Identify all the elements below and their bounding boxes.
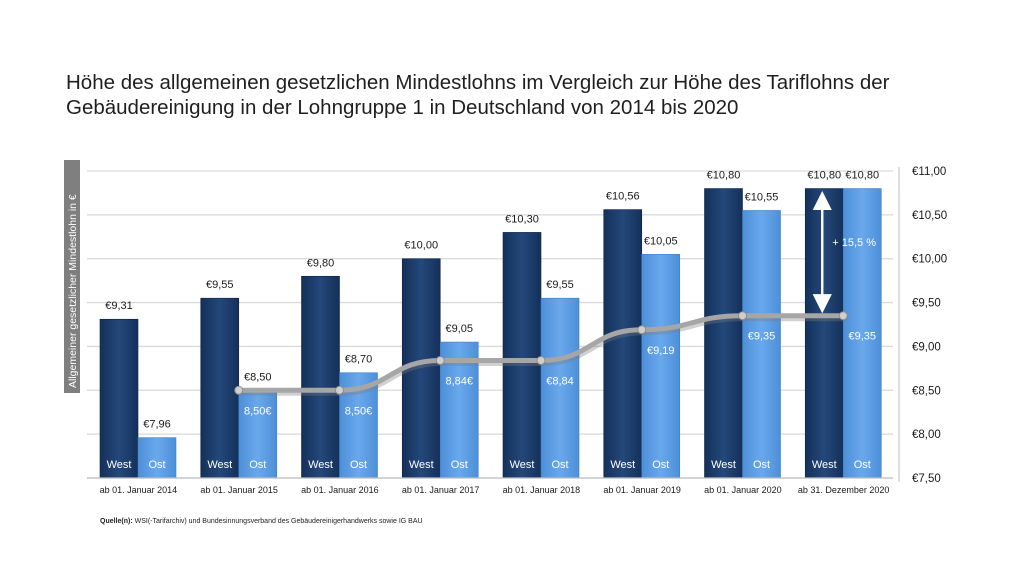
- minimum-wage-label: €9,19: [647, 345, 675, 357]
- increase-annotation: + 15,5 %: [832, 237, 876, 249]
- chart-title-line-2: Gebäudereinigung in der Lohngruppe 1 in …: [66, 96, 739, 119]
- bar-series-label-ost: Ost: [451, 459, 468, 471]
- bar-series-label-ost: Ost: [350, 459, 367, 471]
- bar-series-label-ost: Ost: [551, 459, 568, 471]
- x-tick-label: ab 01. Januar 2015: [200, 485, 278, 495]
- y-tick-label: €10,00: [912, 254, 947, 266]
- bar-series-label-west: West: [610, 459, 635, 471]
- bar-series-label-west: West: [711, 459, 736, 471]
- y-tick-label: €9,00: [912, 341, 941, 353]
- value-label-west: €10,30: [505, 213, 539, 225]
- value-label-west: €10,56: [606, 191, 640, 203]
- bar-series-label-west: West: [107, 459, 132, 471]
- minimum-wage-point: [536, 355, 546, 365]
- bar-ost: [439, 341, 479, 479]
- minimum-wage-point: [738, 311, 747, 321]
- bar-series-label-west: West: [812, 459, 837, 471]
- y-axis-label-background: [64, 160, 80, 393]
- bar-ost: [238, 389, 278, 479]
- value-label-ost: €10,80: [845, 170, 879, 182]
- bar-series-label-ost: Ost: [652, 459, 669, 471]
- minimum-wage-label: 8,50€: [345, 405, 373, 417]
- y-tick-label: €7,50: [912, 473, 941, 485]
- value-label-ost: €9,05: [445, 323, 473, 335]
- y-axis-label: Allgemeiner gesetzlicher Mindestlohn in …: [67, 194, 79, 388]
- bar-ost: [842, 188, 882, 479]
- bar-west: [502, 232, 542, 479]
- bar-west: [704, 188, 743, 479]
- minimum-wage-point: [838, 311, 848, 321]
- x-tick-label: ab 01. Januar 2014: [100, 485, 178, 495]
- bar-series-label-ost: Ost: [249, 459, 266, 471]
- bar-west: [603, 209, 643, 479]
- value-label-ost: €8,50: [244, 371, 272, 383]
- x-tick-label: ab 01. Januar 2020: [704, 485, 782, 495]
- y-tick-label: €8,50: [912, 385, 941, 397]
- value-label-west: €10,00: [404, 240, 438, 252]
- x-tick-label: ab 01. Januar 2017: [402, 485, 480, 495]
- bar-ost: [641, 254, 681, 479]
- y-tick-label: €11,00: [912, 166, 946, 178]
- minimum-wage-line: [234, 311, 848, 396]
- y-tick-label: €9,50: [912, 298, 941, 310]
- source-label: Quelle(n):: [100, 518, 133, 525]
- bar-west: [200, 297, 240, 479]
- x-tick-label: ab 01. Januar 2019: [603, 485, 681, 495]
- minimum-wage-point: [637, 325, 647, 335]
- y-axis-label-box: Allgemeiner gesetzlicher Mindestlohn in …: [64, 160, 80, 393]
- data-labels: €9,31 €7,96 West Ost €9,55 €8,50 West Ost €9,80 €…: [105, 170, 879, 471]
- minimum-wage-label: 8,50€: [244, 405, 272, 417]
- minimum-wage-label: €9,35: [848, 331, 876, 343]
- bar-series-label-ost: Ost: [854, 459, 871, 471]
- minimum-wage-point: [435, 355, 445, 365]
- source-note: Quelle(n): WSI(-Tarifarchiv) und Bundesi…: [100, 518, 423, 525]
- x-tick-label: ab 31. Dezember 2020: [798, 485, 890, 495]
- bar-west: [99, 318, 139, 479]
- bar-series-label-ost: Ost: [753, 459, 770, 471]
- value-label-ost: €7,96: [143, 419, 171, 431]
- value-label-ost: €9,55: [546, 279, 574, 291]
- value-label-west: €10,80: [807, 170, 841, 182]
- minimum-wage-label: €9,35: [748, 331, 776, 343]
- x-tick-label: ab 01. Januar 2016: [301, 485, 379, 495]
- x-tick-label: ab 01. Januar 2018: [503, 485, 581, 495]
- chart-title: Höhe des allgemeinen gesetzlichen Mindes…: [66, 70, 966, 120]
- value-label-west: €9,80: [307, 257, 335, 269]
- bar-series-label-ost: Ost: [148, 459, 165, 471]
- y-tick-label: €10,50: [912, 210, 947, 222]
- bar-west: [804, 188, 844, 479]
- minimum-wage-point: [234, 385, 244, 395]
- bar-ost: [137, 437, 177, 479]
- bar-series-label-west: West: [207, 459, 232, 471]
- bar-west: [301, 275, 340, 479]
- source-text: WSI(-Tarifarchiv) und Bundesinnungsverba…: [134, 518, 423, 525]
- y-tick-label: €8,00: [912, 429, 941, 441]
- chart-title-line-1: Höhe des allgemeinen gesetzlichen Mindes…: [66, 71, 890, 94]
- bar-ost: [742, 210, 781, 479]
- bar-series-label-west: West: [308, 459, 333, 471]
- bar-ost: [540, 297, 580, 479]
- value-label-ost: €10,55: [745, 191, 779, 203]
- value-label-ost: €10,05: [644, 235, 678, 247]
- value-label-west: €10,80: [707, 170, 741, 182]
- minimum-wage-label: €8,84: [546, 375, 574, 387]
- minimum-wage-point: [335, 385, 344, 395]
- axes: €7,50 €8,00 €8,50 €9,00 €9,50 €10,00 €10,50 €11…: [64, 160, 947, 495]
- value-label-west: €9,55: [206, 279, 234, 291]
- bar-series-label-west: West: [409, 459, 434, 471]
- value-label-west: €9,31: [105, 300, 133, 312]
- bar-series-label-west: West: [510, 459, 535, 471]
- minimum-wage-label: 8,84€: [445, 375, 473, 387]
- value-label-ost: €8,70: [345, 354, 373, 366]
